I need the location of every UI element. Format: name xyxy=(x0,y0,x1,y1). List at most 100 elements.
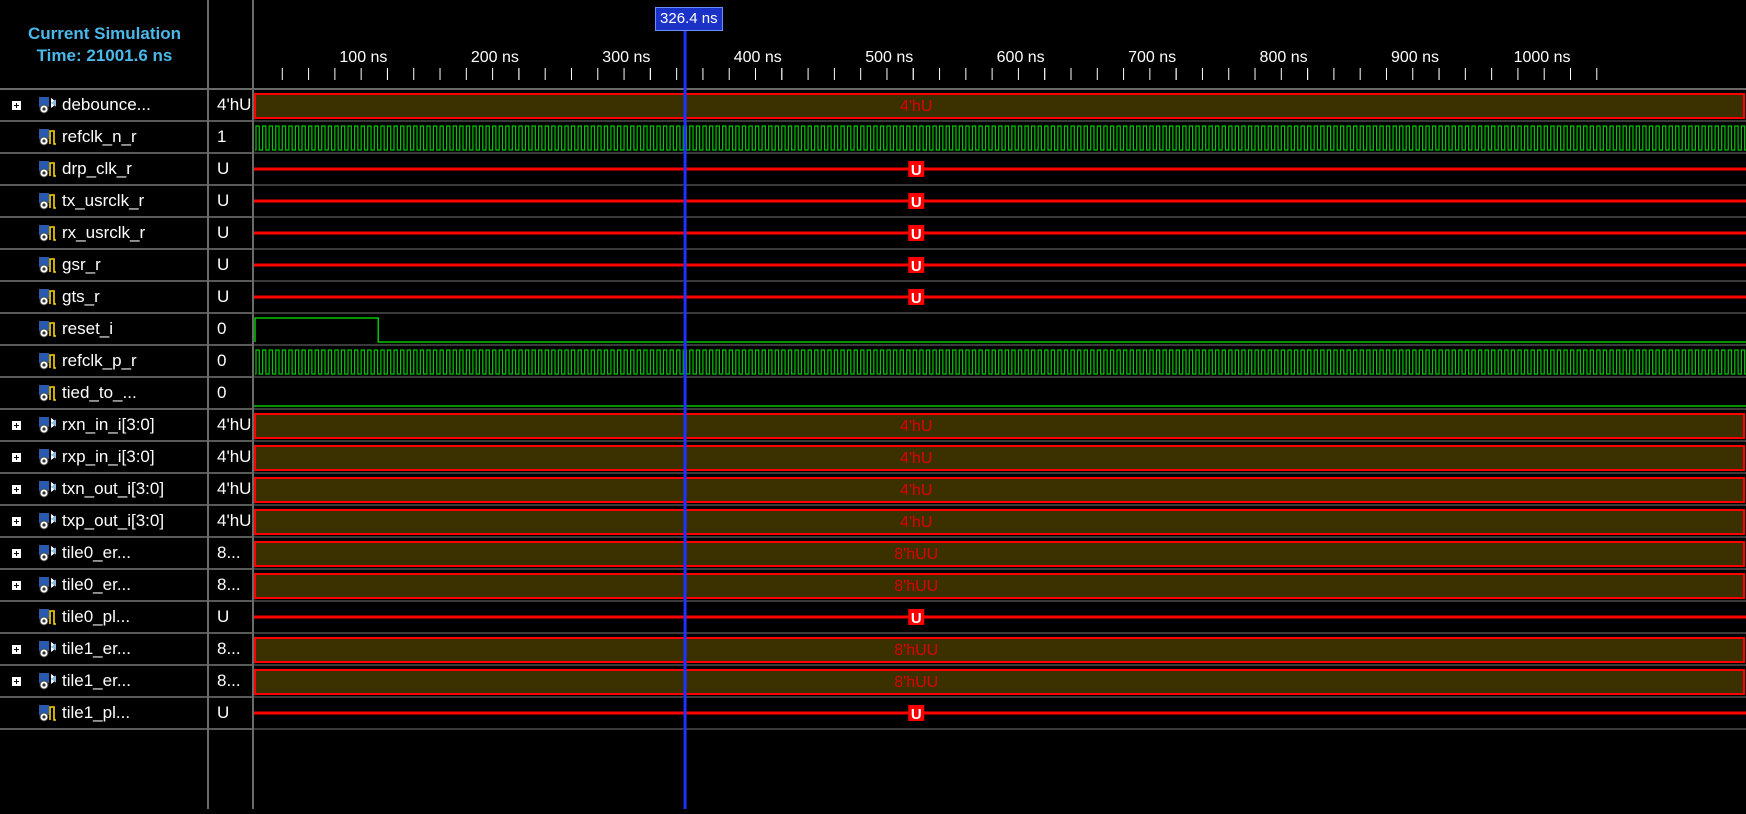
expand-plus-icon[interactable] xyxy=(11,580,22,591)
waveform-canvas[interactable]: 100 ns 200 ns 300 ns 400 ns 500 ns 600 ns 700 … xyxy=(254,0,1746,809)
undefined-marker-label: U xyxy=(911,162,922,179)
expand-plus-icon[interactable] xyxy=(11,548,22,559)
signal-value: U xyxy=(217,223,230,242)
signal-name[interactable]: refclk_n_r xyxy=(62,127,137,146)
ruler-tick-label: 500 ns xyxy=(865,49,913,66)
expand-plus-icon[interactable] xyxy=(11,676,22,687)
bit-signal-icon xyxy=(39,161,56,178)
cursor-time-label[interactable]: 326.4 ns xyxy=(655,7,723,31)
signal-row[interactable]: tile1_er... 8... xyxy=(0,666,253,698)
signal-row[interactable]: rx_usrclk_r U xyxy=(0,218,253,250)
signal-row[interactable]: txp_out_i[3:0] 4'hU xyxy=(0,506,253,538)
expand-plus-icon[interactable] xyxy=(11,516,22,527)
row-separator xyxy=(254,504,1746,506)
expand-plus-icon[interactable] xyxy=(11,452,22,463)
bit-signal-icon xyxy=(39,321,56,338)
signal-row[interactable]: refclk_p_r 0 xyxy=(0,346,253,378)
signal-row[interactable]: tile1_er... 8... xyxy=(0,634,253,666)
bus-signal-icon xyxy=(39,577,56,594)
signal-row[interactable]: tx_usrclk_r U xyxy=(0,186,253,218)
bus-wave xyxy=(254,93,1745,119)
ruler-tick-label: 800 ns xyxy=(1260,49,1308,66)
undefined-marker xyxy=(908,609,925,625)
signal-name[interactable]: txp_out_i[3:0] xyxy=(62,511,165,530)
waveform-panel[interactable]: 100 ns 200 ns 300 ns 400 ns 500 ns 600 ns 700 … xyxy=(254,0,1746,809)
signal-row[interactable]: drp_clk_r U xyxy=(0,154,253,186)
signal-row[interactable]: gts_r U xyxy=(0,282,253,314)
signal-row[interactable]: rxn_in_i[3:0] 4'hU xyxy=(0,410,253,442)
expand-plus-icon[interactable] xyxy=(11,644,22,655)
signal-name[interactable]: tile0_pl... xyxy=(62,607,131,626)
expand-plus-icon[interactable] xyxy=(11,100,22,111)
signal-name[interactable]: tied_to_... xyxy=(62,383,137,402)
signal-row[interactable]: tile1_pl... U xyxy=(0,698,253,730)
ruler-tick-label: 1000 ns xyxy=(1514,49,1571,66)
signal-row[interactable]: refclk_n_r 1 xyxy=(0,122,253,154)
signal-name[interactable]: reset_i xyxy=(62,319,114,338)
row-separator xyxy=(254,472,1746,474)
signal-row[interactable]: tile0_pl... U xyxy=(0,602,253,634)
signal-value: 0 xyxy=(217,383,227,402)
ruler-tick-label: 100 ns xyxy=(339,49,387,66)
signal-value: U xyxy=(217,191,230,210)
signal-name[interactable]: txn_out_i[3:0] xyxy=(62,479,165,498)
bus-value-label: 8'hUU xyxy=(894,546,938,563)
signal-name[interactable]: gsr_r xyxy=(62,255,101,274)
bus-value-label: 4'hU xyxy=(900,482,932,499)
signal-name[interactable]: refclk_p_r xyxy=(62,351,137,370)
signal-list-header: Current Simulation Time: 21001.6 ns xyxy=(0,0,253,90)
signal-name[interactable]: tile0_er... xyxy=(62,575,131,594)
bus-wave xyxy=(254,669,1745,695)
row-separator xyxy=(254,408,1746,410)
row-separator xyxy=(254,216,1746,218)
ruler-tick-label: 400 ns xyxy=(734,49,782,66)
signal-row[interactable]: gsr_r U xyxy=(0,250,253,282)
name-value-divider[interactable] xyxy=(207,0,209,809)
signal-row[interactable]: reset_i 0 xyxy=(0,314,253,346)
bit-signal-icon xyxy=(39,257,56,274)
bit-signal-icon xyxy=(39,129,56,146)
list-wave-divider[interactable] xyxy=(252,0,254,809)
signal-row[interactable]: rxp_in_i[3:0] 4'hU xyxy=(0,442,253,474)
signal-name[interactable]: tile1_pl... xyxy=(62,703,131,722)
signal-name[interactable]: rx_usrclk_r xyxy=(62,223,146,242)
signal-name[interactable]: tile1_er... xyxy=(62,639,131,658)
signal-name[interactable]: tile0_er... xyxy=(62,543,131,562)
signal-name[interactable]: debounce... xyxy=(62,95,151,114)
undefined-marker xyxy=(908,161,925,177)
expand-plus-icon[interactable] xyxy=(11,420,22,431)
bus-wave xyxy=(254,477,1745,503)
signal-row[interactable]: tied_to_... 0 xyxy=(0,378,253,410)
signal-value: U xyxy=(217,255,230,274)
undefined-marker-label: U xyxy=(911,706,922,723)
signal-row[interactable]: tile0_er... 8... xyxy=(0,570,253,602)
signal-name[interactable]: tile1_er... xyxy=(62,671,131,690)
row-separator xyxy=(254,728,1746,730)
bus-wave xyxy=(254,445,1745,471)
signal-name[interactable]: drp_clk_r xyxy=(62,159,132,178)
row-separator xyxy=(254,600,1746,602)
bus-wave xyxy=(254,541,1745,567)
bus-wave xyxy=(254,509,1745,535)
bit-signal-icon xyxy=(39,225,56,242)
signal-name[interactable]: gts_r xyxy=(62,287,100,306)
bus-signal-icon xyxy=(39,97,56,114)
signal-name[interactable]: rxp_in_i[3:0] xyxy=(62,447,155,466)
signal-value: 8... xyxy=(217,639,241,658)
undefined-marker-label: U xyxy=(911,258,922,275)
row-separator xyxy=(254,344,1746,346)
signal-name[interactable]: rxn_in_i[3:0] xyxy=(62,415,155,434)
row-separator xyxy=(254,152,1746,154)
signal-value: 0 xyxy=(217,351,227,370)
signal-row[interactable]: tile0_er... 8... xyxy=(0,538,253,570)
bus-signal-icon xyxy=(39,545,56,562)
undefined-marker-label: U xyxy=(911,226,922,243)
signal-row[interactable]: debounce... 4'hU xyxy=(0,90,253,122)
clock-wave xyxy=(255,125,1746,151)
expand-plus-icon[interactable] xyxy=(11,484,22,495)
signal-row[interactable]: txn_out_i[3:0] 4'hU xyxy=(0,474,253,506)
signal-name[interactable]: tx_usrclk_r xyxy=(62,191,145,210)
sim-time-value: Time: 21001.6 ns xyxy=(36,46,173,65)
row-separator xyxy=(254,248,1746,250)
signal-value: 8... xyxy=(217,671,241,690)
